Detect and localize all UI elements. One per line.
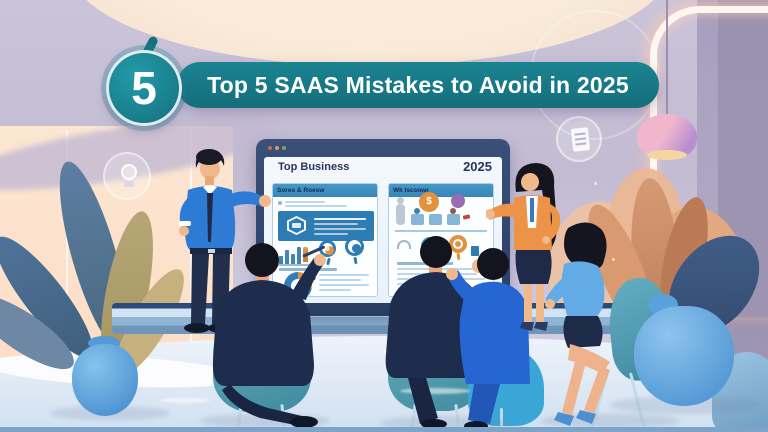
text-line (285, 205, 347, 207)
shadow (540, 414, 680, 428)
seated-man-dark-suit-pointing (212, 243, 326, 428)
plant-vase-right (634, 306, 734, 406)
dollar-icon: $ (419, 192, 439, 212)
doc-chip-icon (471, 246, 479, 256)
window-mullion (66, 130, 68, 370)
floor-reflection (400, 388, 470, 394)
desk-icon (429, 214, 442, 225)
text-line (285, 201, 325, 203)
axis-line (277, 264, 315, 266)
text-line (319, 284, 369, 286)
text-line (314, 228, 366, 230)
screen-title: Top Business (278, 161, 350, 173)
document-badge (556, 116, 602, 162)
pie-icon (325, 246, 334, 255)
glowing-door-frame (650, 6, 768, 318)
text-line (314, 218, 366, 220)
text-line (314, 223, 358, 225)
figure-head (414, 208, 420, 214)
sparkle (384, 350, 387, 353)
window-dot-green-icon (282, 146, 286, 150)
hexagon-face (292, 223, 301, 228)
plant-vase-left (72, 344, 138, 416)
seated-woman-blue-blouse (545, 222, 610, 426)
sparkle (594, 182, 597, 185)
figure-head (450, 208, 456, 214)
magnifier-icon (345, 237, 364, 256)
panel-header: Sores & Roesw (273, 184, 377, 197)
standing-presenter-male (179, 149, 271, 333)
lightbulb-icon (121, 164, 137, 180)
dot-icon (352, 244, 361, 253)
desk-icon (447, 214, 460, 225)
figure-head (397, 197, 404, 204)
number-badge: 5 (106, 50, 182, 126)
divider-line (395, 230, 487, 232)
lamp-cord (666, 0, 668, 118)
figure-icon (396, 204, 405, 225)
standing-presenter-female (486, 163, 561, 331)
panel-header: Wk Iscsowr (389, 184, 493, 197)
text-line (319, 289, 351, 291)
bullet-dot (278, 201, 282, 205)
seated-man-blue-shirt-raising-hand (446, 248, 530, 431)
text-line (319, 274, 369, 276)
document-icon (570, 127, 591, 152)
pendant-lamp-rim (647, 150, 687, 160)
lightbulb-base (124, 181, 134, 187)
red-mark (462, 214, 471, 220)
bottom-edge (0, 427, 768, 432)
callout-box (278, 211, 374, 241)
window-dot-orange-icon (275, 146, 279, 150)
sparkle (612, 258, 615, 261)
lightbulb-badge (103, 152, 151, 200)
magnifier-handle (353, 256, 358, 265)
purple-dot-icon (451, 194, 465, 208)
arc-icon (397, 240, 411, 249)
window-dot-red-icon (268, 146, 272, 150)
text-line (319, 279, 361, 281)
floor-reflection (160, 398, 210, 403)
screen-year: 2025 (463, 159, 492, 174)
magnifier-coin-icon (449, 235, 467, 253)
title-banner: Top 5 SAAS Mistakes to Avoid in 2025 (177, 62, 659, 108)
desk-icon (411, 214, 424, 225)
text-line (314, 233, 348, 235)
